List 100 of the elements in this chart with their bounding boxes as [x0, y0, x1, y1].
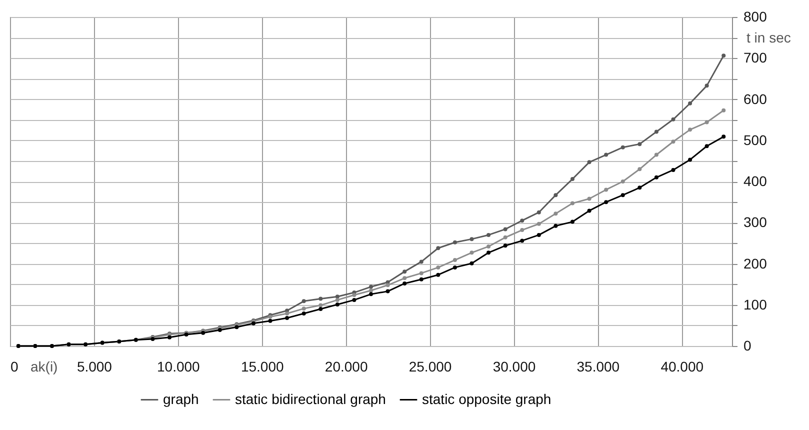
x-tick-label: 20.000: [324, 358, 368, 374]
point: [419, 277, 424, 282]
point: [369, 284, 373, 289]
point: [285, 312, 290, 316]
y-tick-label: 300: [744, 214, 768, 230]
point: [335, 298, 340, 302]
point: [419, 260, 424, 264]
point: [620, 193, 625, 198]
point: [402, 270, 407, 274]
point: [386, 289, 390, 294]
x-tick-label: 40.000: [660, 358, 704, 374]
point: [704, 84, 709, 88]
point: [503, 235, 508, 240]
point: [536, 210, 541, 214]
legend-label: static opposite graph: [422, 390, 552, 407]
y-tick-label: 0: [744, 338, 752, 354]
point: [419, 271, 424, 276]
point: [318, 306, 323, 311]
x-tick-label: 0: [10, 358, 18, 374]
point: [369, 288, 373, 292]
point: [335, 302, 340, 306]
point: [570, 201, 574, 206]
point: [704, 120, 709, 124]
point: [318, 296, 323, 301]
legend-label: graph: [163, 390, 199, 407]
point: [302, 299, 306, 304]
point: [520, 238, 524, 243]
point: [654, 152, 658, 157]
point: [452, 265, 457, 270]
point: [335, 294, 340, 299]
y-tick-label: 200: [744, 255, 768, 272]
point: [638, 142, 642, 146]
y-axis-title: t in sec: [746, 30, 791, 46]
point: [486, 232, 491, 237]
y-tick-label: 700: [744, 50, 768, 66]
point: [436, 265, 440, 270]
point: [570, 220, 574, 224]
point: [470, 237, 474, 242]
point: [520, 228, 524, 232]
point: [604, 188, 608, 192]
point: [554, 212, 558, 216]
point: [620, 145, 625, 150]
point: [536, 222, 541, 226]
point: [688, 158, 692, 162]
point: [486, 244, 491, 248]
point: [554, 224, 558, 228]
point: [587, 196, 592, 201]
point: [352, 293, 356, 297]
point: [402, 281, 407, 286]
point: [302, 306, 306, 311]
point: [722, 54, 726, 58]
y-tick-label: 600: [744, 90, 768, 107]
point: [302, 312, 306, 316]
x-tick-label: 5.000: [76, 358, 112, 374]
point: [638, 167, 642, 172]
point: [554, 193, 558, 198]
x-tick-label: 35.000: [576, 358, 620, 374]
x-tick-label: 15.000: [240, 358, 284, 374]
point: [671, 140, 676, 144]
point: [604, 200, 608, 204]
point: [654, 175, 658, 180]
point: [352, 298, 356, 302]
point: [638, 186, 642, 190]
point: [285, 316, 290, 320]
point: [570, 177, 574, 182]
x-tick-label: 10.000: [156, 358, 200, 374]
point: [503, 227, 508, 232]
point: [470, 261, 474, 266]
point: [503, 244, 508, 248]
point: [436, 246, 440, 250]
point: [620, 180, 625, 184]
point: [536, 232, 541, 237]
point: [587, 208, 592, 213]
point: [402, 276, 407, 280]
point: [671, 168, 676, 172]
x-tick-label: 25.000: [408, 358, 452, 374]
point: [688, 128, 692, 132]
point: [318, 303, 323, 308]
y-tick-label: 500: [744, 132, 768, 148]
point: [722, 108, 726, 112]
point: [688, 101, 692, 106]
point: [452, 258, 457, 262]
point: [722, 134, 726, 139]
y-tick-label: 400: [744, 173, 768, 189]
y-tick-label: 800: [744, 8, 768, 24]
x-tick-label: 30.000: [492, 358, 536, 374]
point: [604, 152, 608, 157]
point: [470, 250, 474, 255]
point: [168, 335, 172, 340]
point: [654, 130, 658, 134]
point: [386, 283, 390, 288]
point: [436, 272, 440, 277]
point: [369, 292, 373, 296]
legend-label: static bidirectional graph: [235, 390, 386, 407]
point: [704, 144, 709, 148]
point: [671, 117, 676, 122]
point: [486, 250, 491, 255]
x-axis-title: ak(i): [30, 358, 58, 374]
point: [587, 160, 592, 164]
point: [268, 318, 272, 323]
